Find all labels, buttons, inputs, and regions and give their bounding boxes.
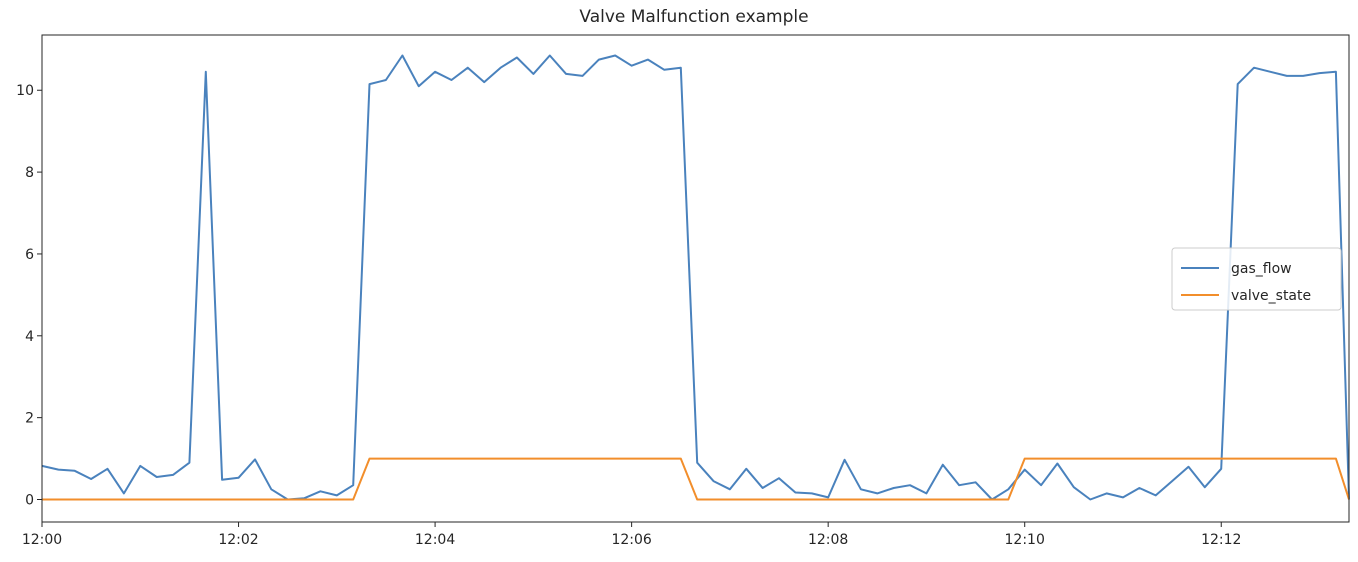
y-axis: 0 2 4 6 8 10 <box>16 83 42 508</box>
y-tick-label: 4 <box>25 329 34 345</box>
y-tick-label: 8 <box>25 165 34 181</box>
series-line-gas-flow <box>41 54 1350 501</box>
plot-frame <box>41 34 1350 523</box>
plot-lines <box>41 54 1350 501</box>
y-tick-label: 6 <box>25 247 34 263</box>
legend: gas_flow valve_state <box>1171 247 1342 311</box>
legend-label-gas-flow: gas_flow <box>1231 261 1292 277</box>
x-tick-label: 12:12 <box>1201 532 1241 548</box>
y-tick-label: 2 <box>25 411 34 427</box>
x-tick-label: 12:10 <box>1005 532 1045 548</box>
x-tick-label: 12:04 <box>415 532 455 548</box>
x-tick-label: 12:08 <box>808 532 848 548</box>
x-tick-label: 12:00 <box>22 532 62 548</box>
y-tick-label: 0 <box>25 492 34 508</box>
y-tick-label: 10 <box>16 83 34 99</box>
x-tick-label: 12:06 <box>611 532 651 548</box>
x-tick-label: 12:02 <box>218 532 258 548</box>
x-axis: 12:00 12:02 12:04 12:06 12:08 12:10 12:12 <box>22 522 1241 548</box>
legend-label-valve-state: valve_state <box>1231 288 1311 304</box>
chart-title: Valve Malfunction example <box>579 7 808 27</box>
series-line-valve-state <box>42 457 1350 501</box>
